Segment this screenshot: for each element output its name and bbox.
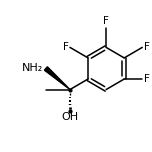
Text: OH: OH: [61, 112, 79, 122]
Text: F: F: [144, 42, 150, 52]
Polygon shape: [44, 67, 70, 90]
Text: NH₂: NH₂: [22, 64, 44, 73]
Text: F: F: [144, 74, 150, 84]
Text: F: F: [63, 42, 68, 52]
Text: F: F: [103, 16, 109, 26]
